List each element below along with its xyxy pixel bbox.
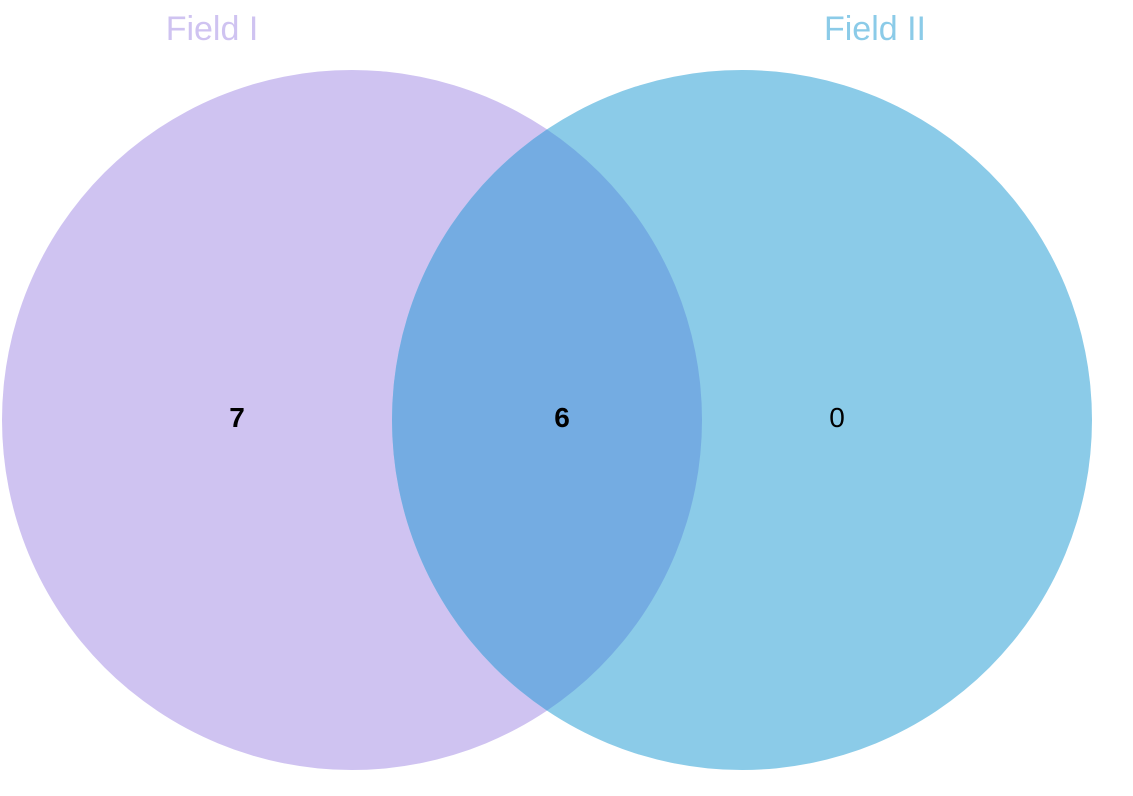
- count-only-field-ii: 0: [829, 402, 845, 433]
- count-intersection: 6: [554, 402, 570, 433]
- set-a-title: Field I: [166, 10, 259, 48]
- count-only-field-i: 7: [229, 402, 245, 433]
- intersection-region: [392, 70, 702, 770]
- set-b-title: Field II: [824, 10, 926, 48]
